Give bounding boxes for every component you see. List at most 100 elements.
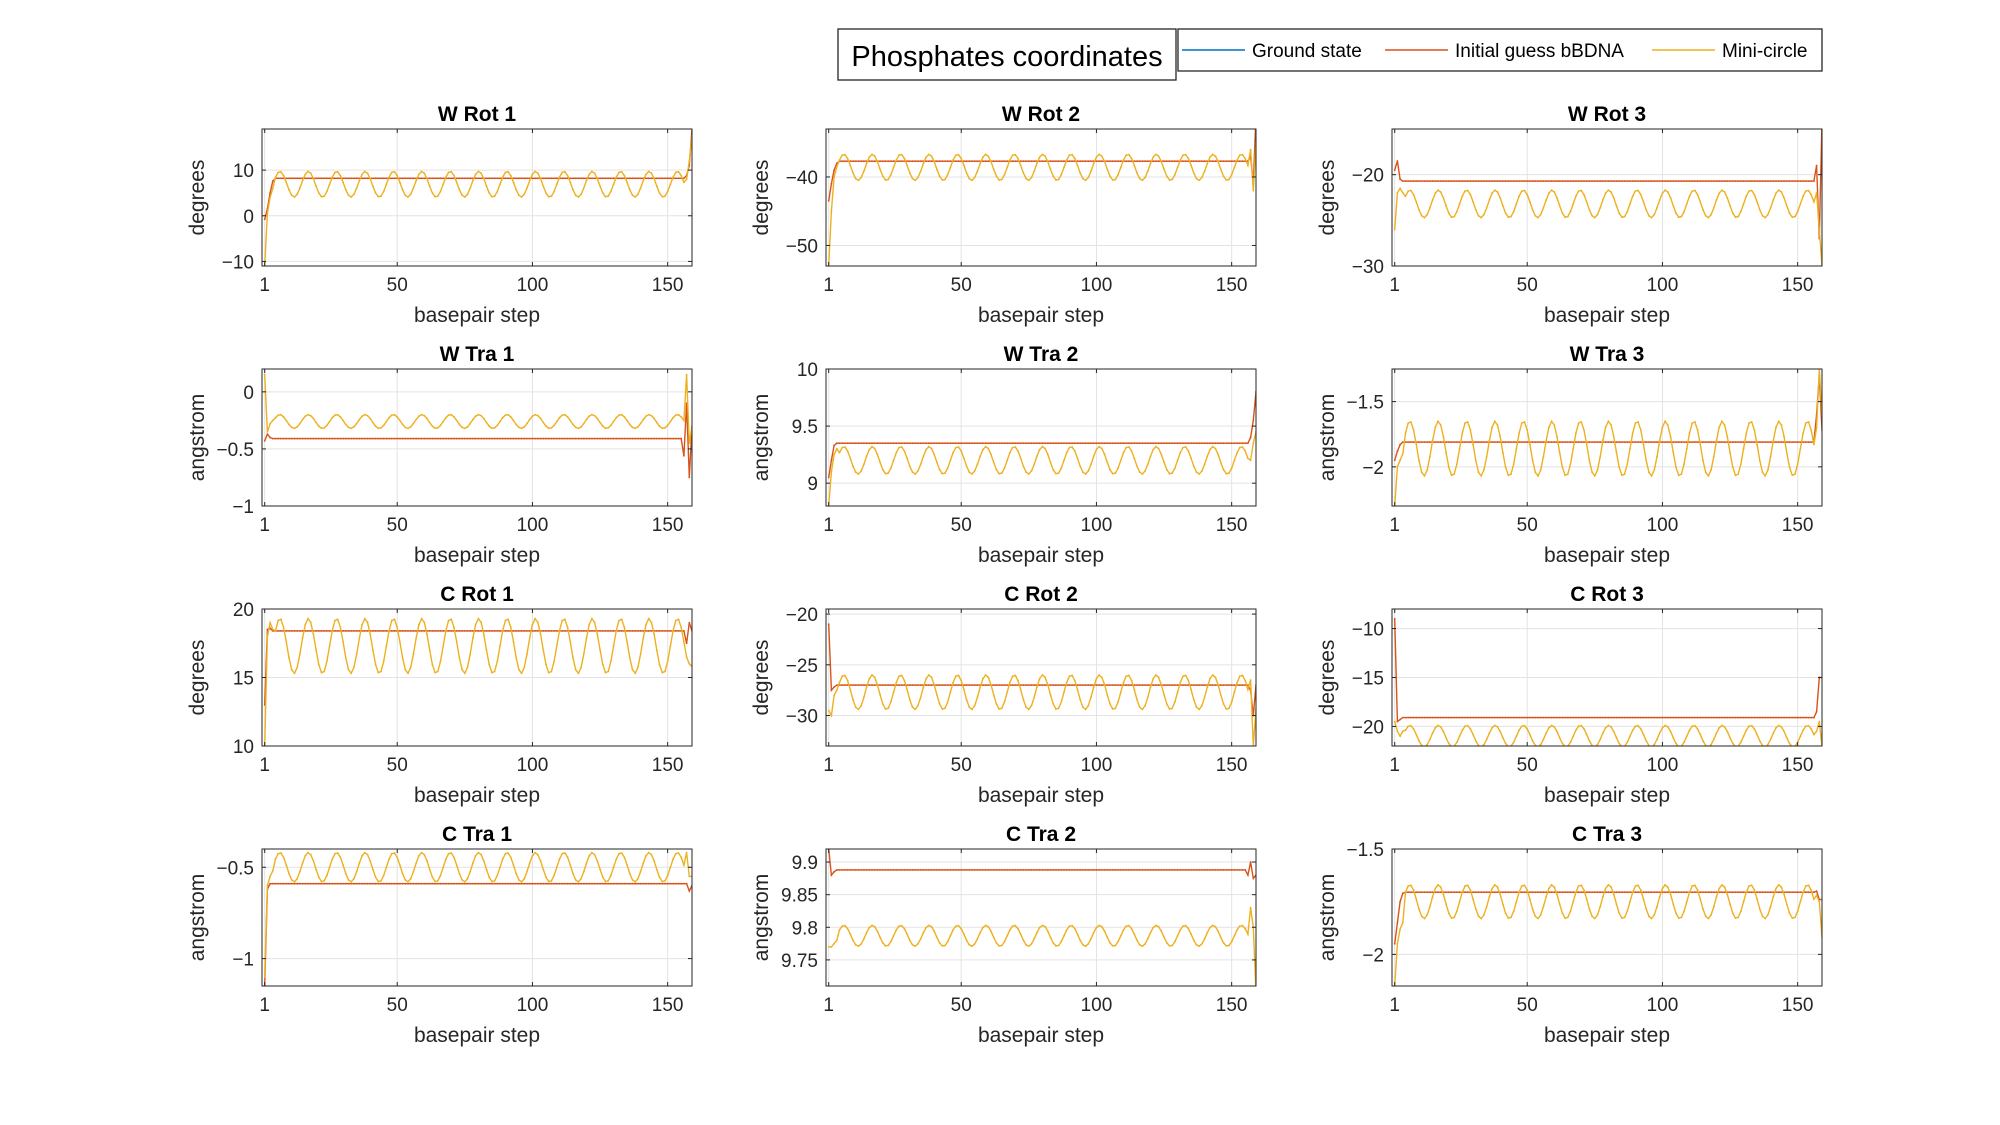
data-point (1696, 441, 1699, 443)
data-point (423, 177, 426, 180)
data-point (1068, 154, 1071, 157)
data-point (431, 192, 434, 194)
data-point (941, 869, 944, 871)
data-point (1518, 716, 1520, 719)
data-point (512, 630, 515, 632)
data-point (1464, 190, 1466, 193)
series-initial-guess-bbdna (827, 849, 1256, 881)
data-point (509, 882, 512, 885)
data-point (315, 649, 317, 651)
data-point (531, 415, 534, 418)
data-point (1412, 180, 1415, 183)
data-point (963, 933, 965, 936)
data-point (1585, 716, 1588, 719)
panel-title: W Rot 3 (1568, 103, 1646, 126)
data-point (1003, 701, 1006, 703)
data-point (653, 860, 655, 862)
data-point (1068, 869, 1071, 871)
data-point (596, 860, 599, 862)
data-point (572, 872, 574, 875)
data-point (979, 442, 982, 445)
data-point (1109, 703, 1111, 705)
data-point (631, 879, 634, 881)
data-point (1561, 742, 1564, 745)
data-point (1485, 180, 1488, 183)
data-point (1531, 716, 1534, 719)
data-point (491, 882, 493, 885)
data-point (1545, 895, 1548, 898)
data-point (385, 630, 388, 632)
data-point (971, 442, 973, 445)
data-point (536, 177, 539, 180)
x-tick-label: 150 (652, 755, 684, 776)
data-point (1230, 701, 1233, 703)
data-point (469, 870, 472, 873)
data-point (1515, 180, 1518, 183)
data-point (420, 882, 423, 885)
data-point (580, 177, 582, 180)
data-point (933, 930, 936, 933)
data-point (1030, 704, 1033, 707)
data-point (1136, 869, 1138, 871)
data-point (277, 852, 280, 855)
data-point (946, 869, 949, 871)
data-point (361, 177, 363, 180)
data-point (315, 177, 317, 180)
data-point (1130, 679, 1133, 682)
data-point (895, 451, 898, 454)
data-point (683, 864, 685, 866)
data-point (620, 170, 623, 173)
data-point (274, 437, 277, 440)
data-point (887, 472, 890, 474)
data-point (1794, 441, 1796, 443)
data-point (1111, 160, 1114, 163)
data-point (1217, 683, 1219, 686)
data-point (1607, 441, 1610, 443)
data-point (990, 453, 992, 456)
data-point (588, 854, 591, 857)
data-point (1523, 180, 1526, 183)
data-point (293, 177, 296, 180)
data-point (353, 193, 355, 196)
data-point (1531, 180, 1534, 183)
data-point (1485, 716, 1488, 719)
data-point (404, 668, 407, 671)
data-point (833, 942, 835, 945)
data-point (960, 442, 963, 445)
data-point (992, 160, 995, 163)
data-point (1431, 891, 1434, 894)
data-point (1794, 716, 1796, 719)
data-point (420, 630, 423, 632)
data-point (1017, 684, 1019, 686)
x-tick-label: 50 (1517, 995, 1538, 1016)
data-point (620, 177, 623, 180)
data-point (1607, 420, 1610, 423)
data-point (1550, 891, 1553, 894)
data-point (1022, 939, 1025, 942)
data-point (1195, 706, 1198, 709)
data-point (634, 630, 637, 632)
data-point (1480, 475, 1483, 477)
data-point (1648, 180, 1650, 183)
data-point (361, 623, 363, 626)
data-point (1753, 716, 1756, 719)
data-point (1591, 891, 1593, 894)
data-point (442, 183, 445, 186)
data-point (1209, 869, 1211, 871)
data-point (1642, 733, 1645, 736)
data-point (1740, 210, 1742, 213)
data-point (1731, 212, 1734, 215)
x-tick-label: 100 (1081, 995, 1113, 1016)
data-point (536, 414, 539, 417)
data-point (1117, 940, 1119, 943)
data-point (1483, 891, 1485, 894)
data-point (1507, 441, 1510, 443)
data-point (1019, 684, 1022, 686)
data-point (1553, 424, 1556, 426)
data-point (607, 427, 610, 429)
data-point (1442, 893, 1445, 896)
data-point (1041, 153, 1044, 156)
data-point (1437, 716, 1439, 719)
data-point (1504, 912, 1507, 915)
data-point (1060, 701, 1063, 703)
